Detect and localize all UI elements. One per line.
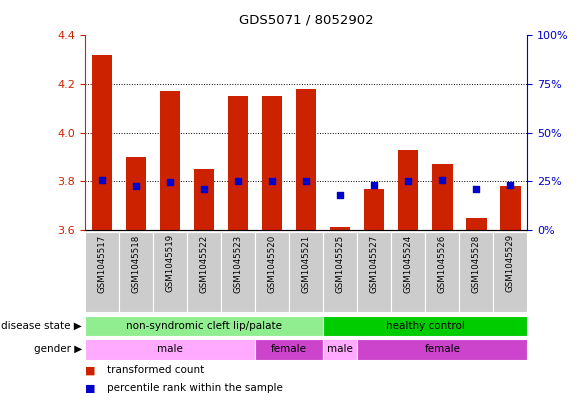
Text: healthy control: healthy control (386, 321, 465, 331)
Bar (493, 232, 527, 312)
Bar (364, 189, 384, 230)
Bar (153, 232, 187, 312)
Bar (160, 91, 180, 230)
Text: GSM1045525: GSM1045525 (336, 234, 345, 292)
Text: GSM1045518: GSM1045518 (131, 234, 141, 292)
Text: GSM1045527: GSM1045527 (370, 234, 379, 292)
Point (165, 179, 175, 185)
Point (506, 182, 515, 188)
Text: ■: ■ (85, 365, 99, 375)
Point (438, 177, 447, 183)
Text: disease state ▶: disease state ▶ (1, 321, 82, 331)
Bar (119, 232, 153, 312)
Point (404, 178, 413, 184)
Text: GSM1045521: GSM1045521 (302, 234, 311, 292)
Text: male: male (157, 344, 183, 354)
Text: transformed count: transformed count (107, 365, 205, 375)
Bar (500, 186, 520, 230)
Point (472, 185, 481, 192)
Bar (92, 55, 112, 230)
Bar (194, 169, 214, 230)
Text: GSM1045520: GSM1045520 (268, 234, 277, 292)
Point (336, 191, 345, 198)
Text: GSM1045526: GSM1045526 (438, 234, 447, 292)
Bar (289, 232, 323, 312)
Text: female: female (424, 344, 461, 354)
Bar (357, 339, 527, 360)
Point (199, 185, 209, 192)
Text: non-syndromic cleft lip/palate: non-syndromic cleft lip/palate (126, 321, 282, 331)
Point (267, 178, 277, 184)
Bar (221, 232, 255, 312)
Bar (262, 96, 282, 230)
Text: GSM1045522: GSM1045522 (200, 234, 209, 292)
Text: GSM1045519: GSM1045519 (166, 234, 175, 292)
Bar (330, 228, 350, 230)
Bar (85, 232, 119, 312)
Point (131, 183, 141, 189)
Bar (323, 339, 357, 360)
Text: GSM1045517: GSM1045517 (97, 234, 107, 292)
Bar (296, 89, 316, 230)
Bar (466, 218, 486, 230)
Point (97, 177, 107, 183)
Text: percentile rank within the sample: percentile rank within the sample (107, 383, 283, 393)
Bar (85, 339, 255, 360)
Point (301, 178, 311, 184)
Text: ■: ■ (85, 383, 99, 393)
Bar (432, 164, 452, 230)
Bar (228, 96, 248, 230)
Bar (398, 150, 418, 230)
Bar (323, 316, 527, 336)
Text: female: female (271, 344, 307, 354)
Point (233, 178, 243, 184)
Bar (357, 232, 391, 312)
Text: male: male (327, 344, 353, 354)
Text: GSM1045528: GSM1045528 (472, 234, 481, 292)
Bar (255, 339, 323, 360)
Text: GSM1045523: GSM1045523 (234, 234, 243, 292)
Text: GSM1045529: GSM1045529 (506, 234, 515, 292)
Text: GDS5071 / 8052902: GDS5071 / 8052902 (239, 14, 373, 27)
Text: GSM1045524: GSM1045524 (404, 234, 413, 292)
Bar (391, 232, 425, 312)
Bar (85, 316, 323, 336)
Text: gender ▶: gender ▶ (34, 344, 82, 354)
Bar (323, 232, 357, 312)
Bar (126, 157, 146, 230)
Bar (459, 232, 493, 312)
Bar (255, 232, 289, 312)
Bar (187, 232, 221, 312)
Bar (425, 232, 459, 312)
Point (370, 182, 379, 188)
